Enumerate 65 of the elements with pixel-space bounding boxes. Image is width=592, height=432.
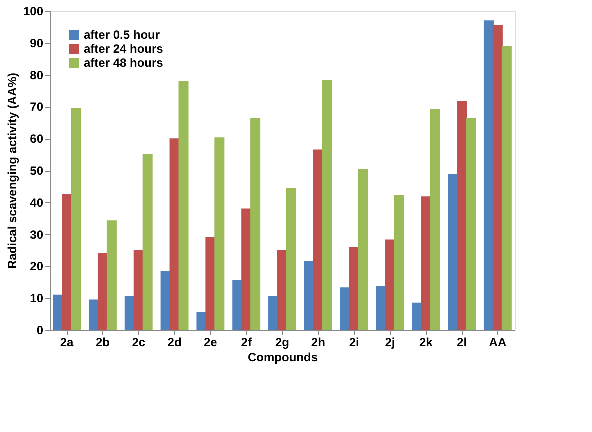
bar xyxy=(421,196,432,330)
bar xyxy=(484,20,494,330)
bar xyxy=(492,25,503,330)
x-tick-label: 2i xyxy=(349,336,360,350)
y-tick-label: 80 xyxy=(30,68,44,82)
bar xyxy=(134,250,144,330)
y-tick-label: 30 xyxy=(30,228,44,242)
y-tick-label: 0 xyxy=(36,324,44,338)
bar xyxy=(466,118,476,330)
bar xyxy=(385,240,396,330)
bar xyxy=(278,250,288,330)
bar xyxy=(206,237,216,330)
bar xyxy=(242,208,252,330)
bar xyxy=(98,253,108,330)
bar xyxy=(232,280,243,330)
bar xyxy=(214,138,225,330)
x-tick-label: 2d xyxy=(168,336,182,350)
x-tick-label: 2l xyxy=(457,336,468,350)
bar xyxy=(268,296,279,330)
y-tick-label: 60 xyxy=(30,132,44,146)
y-tick-label: 70 xyxy=(30,100,44,114)
bar xyxy=(178,81,189,330)
x-tick-label: 2e xyxy=(204,336,218,350)
bar xyxy=(250,118,261,330)
bar xyxy=(457,100,468,330)
bar xyxy=(412,302,422,330)
bar xyxy=(430,109,440,330)
y-tick-label: 90 xyxy=(30,36,44,50)
x-axis-title: Compounds xyxy=(248,350,318,364)
bar xyxy=(313,150,324,330)
y-tick-label: 10 xyxy=(30,292,44,306)
x-tick-label: AA xyxy=(489,336,507,350)
x-tick-label: 2a xyxy=(60,336,74,350)
x-tick-label: 2k xyxy=(419,336,434,350)
x-tick-label: 2g xyxy=(275,336,290,350)
bar xyxy=(358,170,368,330)
bar xyxy=(196,312,207,330)
y-tick-label: 50 xyxy=(30,164,44,178)
bar xyxy=(142,154,153,330)
x-tick-label: 2c xyxy=(132,336,146,350)
bar xyxy=(88,300,99,330)
bar xyxy=(62,194,72,330)
bar xyxy=(394,195,404,330)
y-axis-title: Radical scavenging activity (AA%) xyxy=(5,72,20,270)
bar xyxy=(71,108,82,330)
bar xyxy=(376,286,386,330)
bar xyxy=(340,288,350,330)
y-tick-label: 20 xyxy=(30,260,44,274)
bar xyxy=(170,138,180,330)
legend-label: after 24 hours xyxy=(84,42,164,56)
bar xyxy=(502,46,512,330)
x-tick-label: 2f xyxy=(241,336,253,350)
legend-label: after 48 hours xyxy=(84,56,164,70)
y-tick-label: 100 xyxy=(23,4,44,18)
bar xyxy=(124,296,135,330)
bar xyxy=(286,188,296,330)
bar xyxy=(322,80,332,330)
x-tick-label: 2h xyxy=(311,336,326,350)
bar xyxy=(53,294,64,330)
bar xyxy=(106,220,117,330)
y-tick-label: 40 xyxy=(30,196,44,210)
legend-label: after 0.5 hour xyxy=(84,28,160,42)
bar xyxy=(160,270,171,330)
x-tick-label: 2j xyxy=(385,336,396,350)
x-tick-label: 2b xyxy=(96,336,110,350)
